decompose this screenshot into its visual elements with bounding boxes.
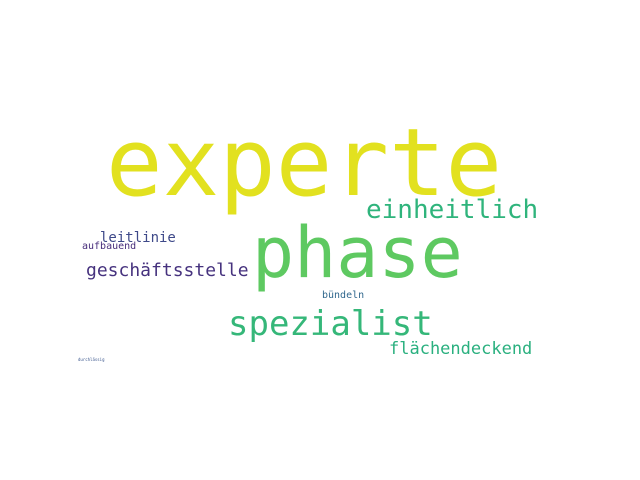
word-spezialist: spezialist [228, 304, 433, 344]
word-aufbauend: aufbauend [82, 241, 137, 252]
word-phase: phase [252, 212, 463, 294]
word-durchlaessig: durchlässig [78, 357, 105, 362]
word-leitlinie: leitlinie [100, 230, 176, 246]
word-buendeln: bündeln [322, 290, 365, 301]
word-experte: experte [106, 109, 503, 218]
word-geschaeftsstelle: geschäftsstelle [86, 260, 249, 281]
word-flaechendeckend: flächendeckend [389, 339, 533, 359]
word-einheitlich: einheitlich [366, 195, 539, 225]
